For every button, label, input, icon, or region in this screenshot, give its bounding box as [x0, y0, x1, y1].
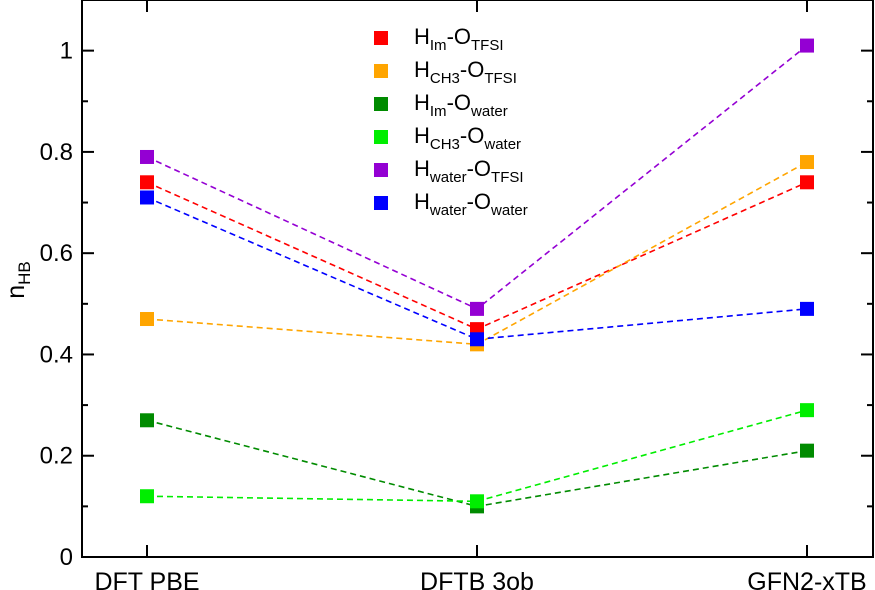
legend: HIm-OTFSIHCH3-OTFSIHIm-OwaterHCH3-Owater… [374, 24, 528, 219]
legend-label: Hwater-OTFSI [414, 156, 524, 186]
y-axis-label-sub: HB [15, 261, 34, 285]
x-tick-label: GFN2-xTB [747, 568, 866, 590]
legend-swatch [374, 163, 388, 177]
legend-label: HIm-Owater [414, 90, 508, 120]
data-point [140, 149, 154, 164]
legend-swatch [374, 97, 388, 111]
legend-swatch [374, 196, 388, 210]
data-point [140, 489, 154, 504]
legend-swatch [374, 31, 388, 45]
series-line [146, 419, 808, 508]
data-point [470, 494, 484, 509]
series-points [140, 38, 814, 514]
series-line [146, 196, 808, 341]
plot-frame [81, 0, 874, 558]
legend-label: HIm-OTFSI [414, 24, 504, 54]
data-point [800, 38, 814, 53]
y-tick-label: 1 [60, 38, 73, 65]
x-axis: DFT PBE DFTB 3ob GFN2-xTB [94, 0, 867, 590]
legend-label: HCH3-OTFSI [414, 57, 517, 87]
y-tick-label: 0.8 [40, 139, 73, 166]
legend-label: Hwater-Owater [414, 189, 528, 219]
y-tick-label: 0.6 [40, 240, 73, 267]
data-point [140, 413, 154, 428]
y-tick-label: 0.2 [40, 443, 73, 470]
y-axis: 0 0.2 0.4 0.6 0.8 1 [40, 0, 873, 571]
legend-swatch [374, 130, 388, 144]
y-tick-label: 0.4 [40, 341, 73, 368]
data-point [470, 301, 484, 316]
data-point [470, 332, 484, 347]
y-axis-label: nHB [2, 261, 34, 299]
data-point [800, 403, 814, 418]
data-point [800, 301, 814, 316]
legend-label: HCH3-Owater [414, 123, 521, 153]
data-point [140, 190, 154, 205]
x-tick-label: DFT PBE [94, 568, 199, 590]
series-line [146, 409, 808, 503]
y-axis-label-main: n [2, 285, 30, 299]
data-point [140, 312, 154, 327]
data-point [800, 155, 814, 170]
data-point [140, 175, 154, 190]
data-point [800, 175, 814, 190]
legend-swatch [374, 64, 388, 78]
x-tick-label: DFTB 3ob [420, 568, 534, 590]
y-tick-label: 0 [60, 544, 73, 571]
data-point [800, 443, 814, 458]
